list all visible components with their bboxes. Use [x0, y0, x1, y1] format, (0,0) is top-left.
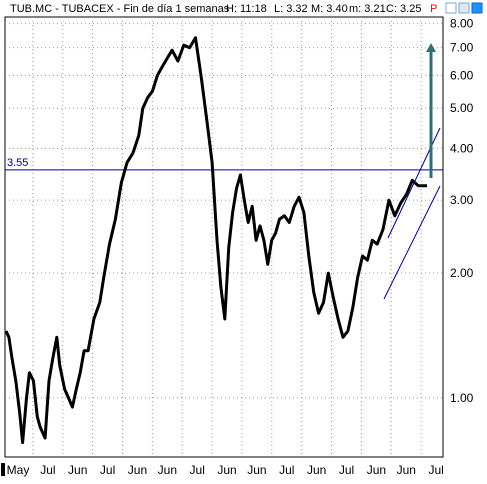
x-tick-label: Jul [279, 463, 294, 477]
toolbar-icons[interactable] [445, 2, 483, 14]
y-tick-label: 4.00 [450, 141, 474, 155]
y-tick-label: 2.00 [450, 266, 474, 280]
chart-title: TUB.MC - TUBACEX - Fin de día 1 semanas [10, 3, 230, 15]
y-tick-label: 8.00 [450, 17, 474, 31]
x-tick-label: Jul [190, 463, 205, 477]
x-tick-label: Jun [68, 463, 87, 477]
y-tick-label: 7.00 [450, 41, 474, 55]
header-mid: M: 3.40 [311, 3, 348, 15]
x-tick-label: Jun [128, 463, 147, 477]
x-tick-label: May [7, 463, 30, 477]
horizontal-line-label: 3.55 [7, 157, 28, 169]
x-tick-label: Jul [339, 463, 354, 477]
header-high: H: 11:18 [226, 3, 267, 15]
channel-lower-line[interactable] [383, 185, 441, 300]
header-min: m: 3.21 [349, 3, 386, 15]
x-tick-label: Jul [428, 463, 443, 477]
y-tick-label: 6.00 [450, 68, 474, 82]
y-tick-label: 1.00 [450, 391, 474, 405]
plot-area [4, 16, 444, 458]
menu-icon[interactable] [445, 2, 457, 14]
x-tick-label: Jun [397, 463, 416, 477]
header-low: L: 3.32 [274, 3, 308, 15]
arrow-head-icon [426, 43, 436, 52]
x-tick-label: Jun [367, 463, 386, 477]
x-tick-label: Jul [100, 463, 115, 477]
left-arrow-icon[interactable] [1, 463, 5, 476]
x-gridlines [32, 17, 422, 457]
y-tick-label: 5.00 [450, 101, 474, 115]
x-tick-label: Jun [307, 463, 326, 477]
y-tick-label: 3.00 [450, 193, 474, 207]
settings-icon[interactable] [458, 2, 470, 14]
x-tick-label: Jun [247, 463, 266, 477]
y-axis: 8.00 7.00 6.00 5.00 4.00 3.00 2.00 1.00 [450, 17, 474, 405]
close-icon[interactable] [471, 2, 483, 14]
header-close: C: 3.25 [386, 3, 421, 15]
header-flag: P [430, 3, 437, 15]
x-tick-label: Jul [40, 463, 55, 477]
x-axis: May Jul Jun Jul Jun Jun Jul Jun Jun Jul Jun Jul Jun J… [7, 463, 444, 477]
x-tick-label: Jun [158, 463, 177, 477]
price-series [4, 36, 427, 445]
x-tick-label: Jun [217, 463, 236, 477]
